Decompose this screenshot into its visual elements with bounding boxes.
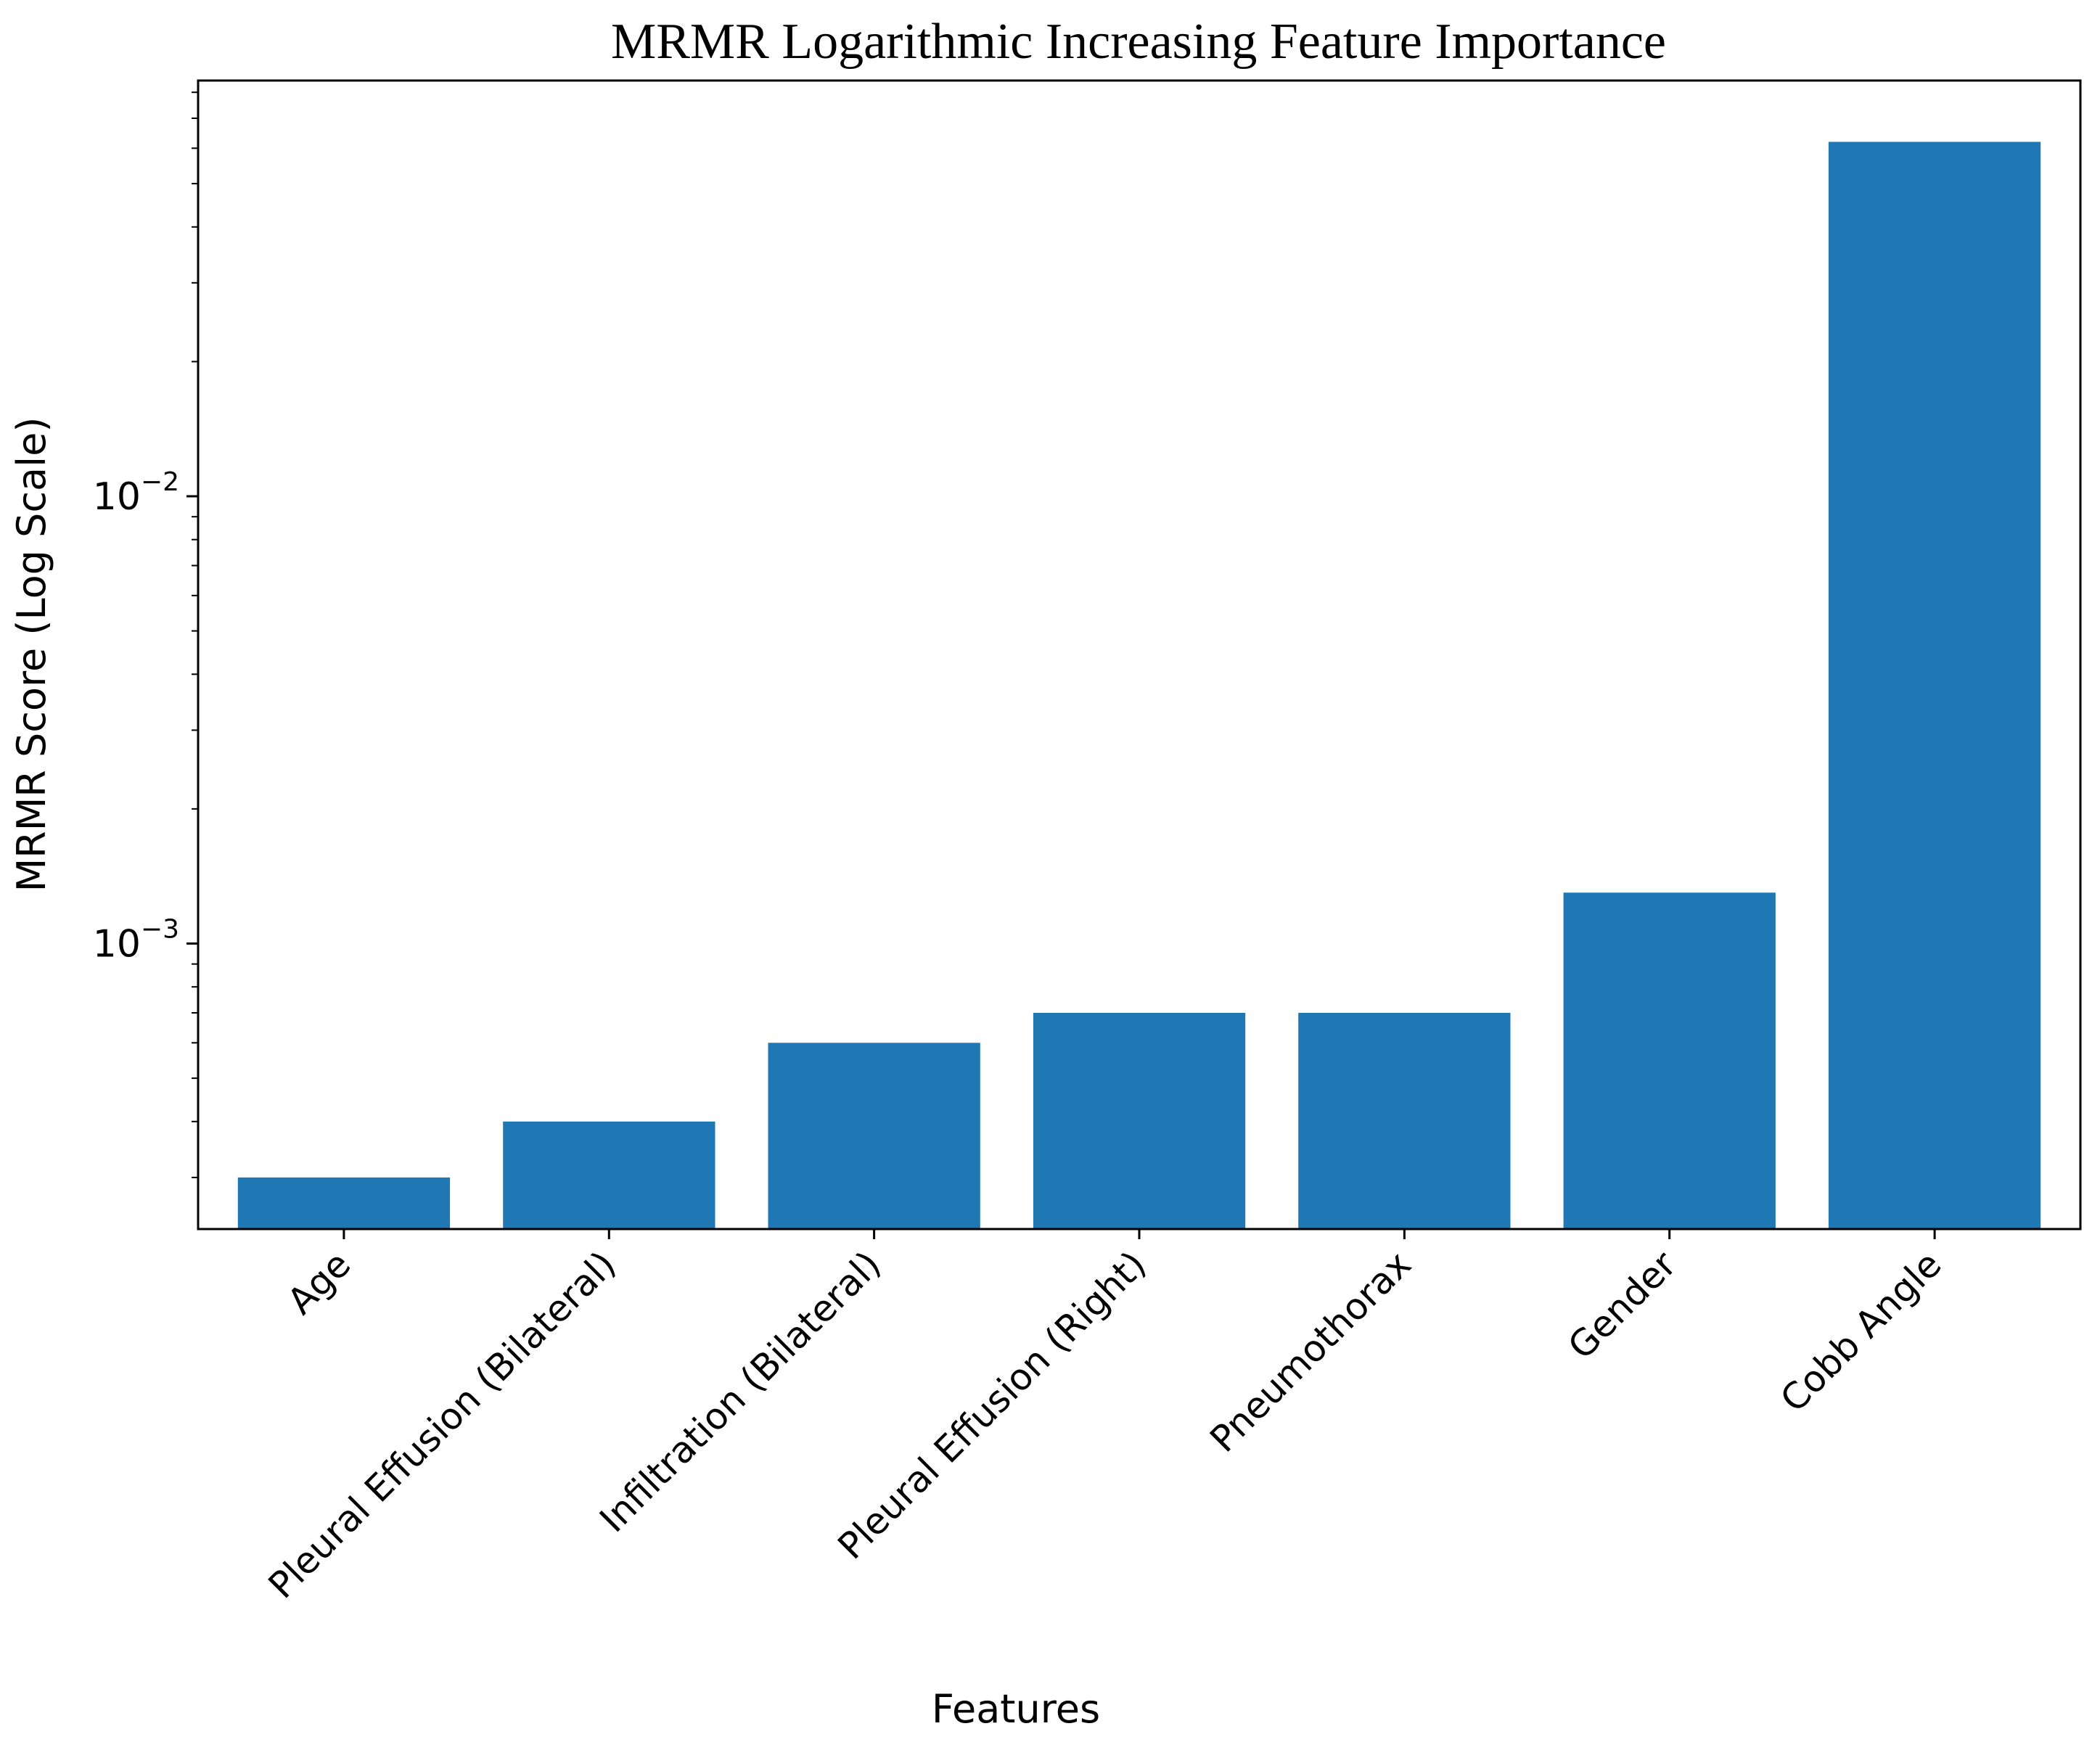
bar-age: [237, 1177, 451, 1229]
bar-pneumothorax: [1298, 1013, 1511, 1229]
bar-infiltration-bilateral: [768, 1043, 980, 1229]
plot-area-frame: [197, 79, 2082, 1231]
x-tick-label-infiltration-bilateral: Infiltration (Bilateral): [591, 1243, 889, 1540]
x-axis-label: Features: [932, 1686, 1100, 1732]
x-tick-label-pleural-effusion-right: Pleural Effusion (Right): [830, 1243, 1154, 1567]
y-axis-label: MRMR Score (Log Scale): [9, 417, 54, 892]
bar-pleural-effusion-right: [1033, 1013, 1246, 1229]
y-tick-label: 10−2: [93, 467, 179, 519]
bar-cobb-angle: [1828, 141, 2041, 1229]
y-ticks-group: 10−3 10−2: [93, 91, 198, 1178]
x-tick-label-gender: Gender: [1560, 1243, 1685, 1368]
x-tick-label-cobb-angle: Cobb Angle: [1773, 1243, 1950, 1420]
x-tick-label-pneumothorax: Pneumothorax: [1202, 1243, 1419, 1460]
bar-pleural-effusion-bilateral: [503, 1121, 715, 1229]
bars-group: [237, 141, 2041, 1229]
chart-title: MRMR Logarithmic Increasing Feature Impo…: [611, 14, 1666, 70]
bar-gender: [1563, 892, 1776, 1229]
x-tick-label-age: Age: [279, 1243, 358, 1322]
y-tick-label: 10−3: [93, 915, 179, 966]
